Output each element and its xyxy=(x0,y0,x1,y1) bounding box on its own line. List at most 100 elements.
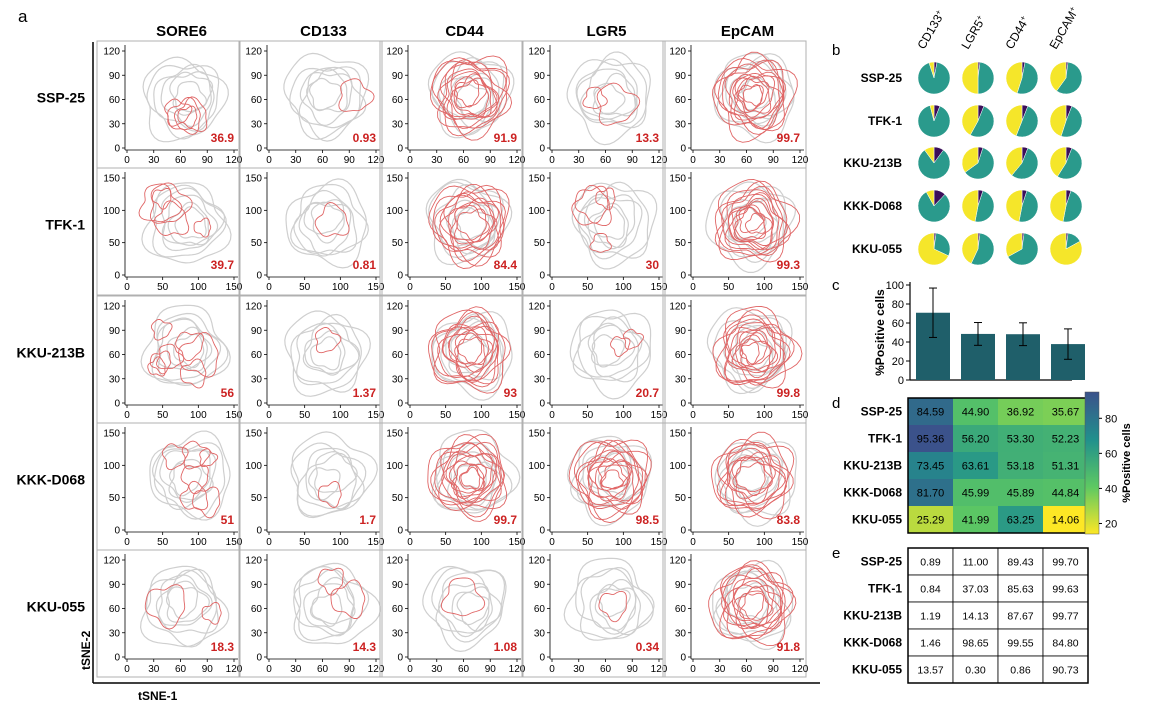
y-tick-label: 120 xyxy=(386,302,403,313)
positive-contour xyxy=(571,184,612,227)
y-tick-label: 30 xyxy=(675,374,687,385)
positive-contour xyxy=(712,51,785,132)
panel-label-b: b xyxy=(832,42,840,59)
density-contour xyxy=(451,586,493,632)
density-contour xyxy=(569,312,652,400)
heatmap-cell xyxy=(998,452,1043,479)
y-tick-label: 100 xyxy=(528,206,545,217)
positive-percent: 98.5 xyxy=(636,513,660,527)
heatmap-value: 52.23 xyxy=(1052,434,1080,446)
y-tick-label: 100 xyxy=(386,461,403,472)
pie-slice xyxy=(970,232,995,266)
heatmap-cell xyxy=(953,452,998,479)
heatmap-value: 44.90 xyxy=(962,407,990,419)
x-tick-label: 150 xyxy=(226,537,243,548)
pie-slice xyxy=(1060,105,1083,138)
plot-frame xyxy=(379,167,524,296)
positive-contour xyxy=(731,329,779,371)
colorbar-tick-label: 20 xyxy=(1105,518,1117,530)
positive-contour xyxy=(151,187,172,210)
table-cell xyxy=(1042,628,1089,657)
y-tick-label: 50 xyxy=(392,493,404,504)
x-tick-label: 120 xyxy=(509,155,526,166)
x-tick-label: 100 xyxy=(756,282,773,293)
heatmap-value: 45.99 xyxy=(962,488,990,500)
density-contour xyxy=(572,309,651,381)
pie-slice xyxy=(961,232,979,264)
y-tick-label: 100 xyxy=(528,461,545,472)
density-contour xyxy=(563,557,654,640)
x-tick-label: 50 xyxy=(723,410,735,421)
pie-slice xyxy=(1049,104,1067,137)
x-tick-label: 100 xyxy=(332,282,349,293)
pie-slice xyxy=(961,104,979,136)
density-contour xyxy=(583,194,636,250)
y-tick-label: 0 xyxy=(256,653,262,664)
density-contour xyxy=(291,431,378,517)
pie-column-header: CD44+ xyxy=(1002,13,1032,51)
pie-slice xyxy=(974,190,995,223)
y-tick-label: 90 xyxy=(675,326,687,337)
x-tick-label: 0 xyxy=(407,155,413,166)
heatmap-cell xyxy=(953,425,998,452)
density-contour xyxy=(438,57,501,123)
positive-contour xyxy=(724,193,788,251)
table-value: 99.77 xyxy=(1052,611,1078,623)
positive-contour xyxy=(440,577,486,617)
x-tick-label: 0 xyxy=(407,282,413,293)
row-label: KKK-D068 xyxy=(17,472,86,488)
y-tick-label: 120 xyxy=(669,302,686,313)
tsne-plot: 0 30 60 90 120 0 30 60 90 120 0.34 xyxy=(521,549,668,678)
table-value: 99.63 xyxy=(1052,584,1078,596)
bar-y-tick-label: 60 xyxy=(892,318,904,330)
density-contour xyxy=(293,562,381,645)
density-contour xyxy=(575,51,648,129)
density-contour xyxy=(166,326,208,372)
y-tick-label: 60 xyxy=(251,604,263,615)
density-contour xyxy=(157,574,213,626)
y-tick-label: 30 xyxy=(675,119,687,130)
table-value: 0.84 xyxy=(920,584,941,596)
y-tick-label: 150 xyxy=(528,429,545,440)
density-contour xyxy=(712,570,792,642)
density-contour xyxy=(591,334,625,368)
heatmap-value: 44.84 xyxy=(1052,488,1080,500)
positive-contour xyxy=(150,182,193,224)
plot-frame xyxy=(662,167,807,296)
density-contour xyxy=(566,439,653,527)
positive-contour xyxy=(743,84,763,107)
y-tick-label: 0 xyxy=(539,144,545,155)
positive-contour xyxy=(434,441,501,518)
positive-percent: 93 xyxy=(504,386,518,400)
heatmap-value: 36.92 xyxy=(1007,407,1035,419)
heatmap-value: 73.45 xyxy=(917,461,945,473)
y-tick-label: 30 xyxy=(109,374,121,385)
positive-contour xyxy=(317,567,344,596)
pie-slice xyxy=(1049,146,1067,177)
positive-percent: 0.93 xyxy=(353,131,377,145)
x-tick-label: 0 xyxy=(690,155,696,166)
x-tick-label: 120 xyxy=(226,155,243,166)
tsne-plot: 0 50 100 150 0 50 100 150 98.5 xyxy=(521,422,668,551)
pie-slice xyxy=(917,105,951,138)
positive-contour xyxy=(726,451,773,504)
x-tick-label: 50 xyxy=(723,537,735,548)
positive-contour xyxy=(454,76,487,109)
density-contour xyxy=(589,579,642,636)
heatmap-cell xyxy=(998,425,1043,452)
pie-slice xyxy=(1062,190,1083,223)
tsne-plot: 0 50 100 150 0 50 100 150 99.7 xyxy=(379,422,526,551)
positive-contour xyxy=(437,315,500,385)
positive-contour xyxy=(721,572,784,640)
x-tick-label: 30 xyxy=(573,155,585,166)
table-value: 87.67 xyxy=(1007,611,1033,623)
heatmap-cell xyxy=(908,479,953,506)
positive-contour xyxy=(728,71,780,130)
x-tick-label: 30 xyxy=(290,664,302,675)
x-tick-label: 30 xyxy=(714,155,726,166)
y-tick-label: 30 xyxy=(251,628,263,639)
colorbar-tick-label: 60 xyxy=(1105,448,1117,460)
y-tick-label: 100 xyxy=(245,206,262,217)
x-tick-label: 0 xyxy=(266,664,272,675)
pie-slice xyxy=(925,189,935,207)
